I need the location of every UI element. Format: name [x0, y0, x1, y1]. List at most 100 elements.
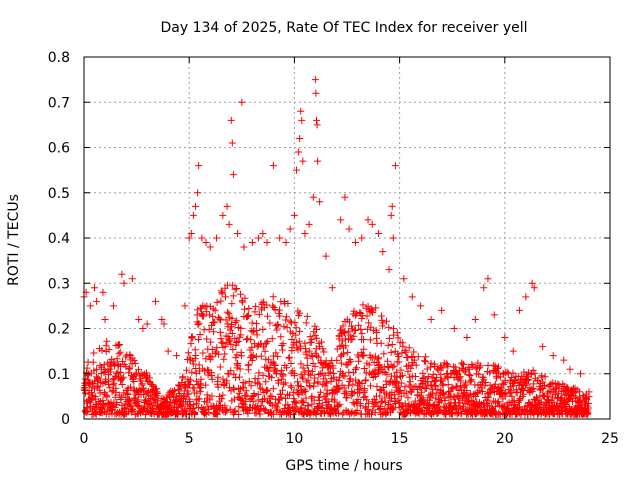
band-point	[477, 362, 485, 370]
band-point	[438, 380, 446, 388]
band-point	[230, 395, 238, 403]
data-point	[368, 220, 376, 228]
band-point	[255, 369, 263, 377]
band-point	[282, 313, 290, 321]
band-point	[395, 358, 403, 366]
band-point	[290, 372, 298, 380]
band-point	[438, 376, 446, 384]
band-point	[372, 304, 380, 312]
band-point	[245, 377, 253, 385]
band-point	[262, 387, 270, 395]
band-point	[188, 368, 196, 376]
band-point	[365, 361, 373, 369]
y-tick-label: 0.3	[48, 276, 70, 292]
data-point	[351, 239, 359, 247]
band-point	[337, 359, 345, 367]
band-point	[245, 361, 253, 369]
band-point	[211, 306, 219, 314]
band-point	[445, 400, 453, 408]
band-point	[405, 381, 413, 389]
band-point	[234, 338, 242, 346]
band-point	[214, 383, 222, 391]
band-point	[389, 404, 397, 412]
band-point	[184, 349, 192, 357]
band-point	[279, 386, 287, 394]
band-point	[192, 352, 200, 360]
band-point	[134, 366, 142, 374]
band-point	[278, 341, 286, 349]
band-point	[281, 379, 289, 387]
band-point	[241, 305, 249, 313]
band-point	[126, 396, 134, 404]
band-point	[244, 312, 252, 319]
band-point	[443, 361, 451, 369]
band-point	[279, 346, 287, 354]
data-point	[299, 157, 307, 165]
band-point	[305, 347, 313, 355]
band-point	[143, 389, 151, 397]
band-point	[512, 386, 520, 394]
x-axis-label: GPS time / hours	[285, 458, 402, 474]
band-point	[373, 383, 381, 391]
data-point	[128, 275, 136, 283]
band-point	[242, 398, 250, 406]
band-point	[104, 400, 112, 408]
band-point	[274, 379, 282, 387]
band-point	[283, 364, 291, 372]
band-point	[182, 406, 190, 414]
data-point	[187, 229, 195, 237]
band-point	[219, 391, 227, 399]
band-point	[247, 382, 255, 390]
data-point	[139, 325, 147, 332]
band-point	[456, 373, 464, 381]
data-point	[298, 116, 306, 124]
band-point	[529, 380, 537, 388]
band-point	[277, 390, 285, 398]
y-axis-label: ROTI / TECUs	[6, 194, 22, 286]
band-point	[122, 353, 130, 361]
x-tick-label: 0	[80, 431, 89, 447]
band-point	[211, 350, 219, 358]
band-point	[312, 410, 320, 418]
data-points	[80, 76, 593, 396]
band-point	[195, 395, 203, 403]
band-point	[375, 354, 383, 362]
band-point	[229, 281, 237, 289]
data-point	[549, 352, 557, 360]
x-tick-label: 25	[601, 431, 619, 447]
band-point	[288, 347, 296, 355]
band-point	[389, 363, 397, 371]
band-point	[384, 363, 392, 371]
band-point	[520, 390, 528, 398]
data-point	[181, 302, 189, 310]
band-point	[341, 335, 349, 343]
band-point	[469, 362, 477, 370]
band-point	[84, 376, 92, 384]
band-point	[436, 406, 444, 414]
band-point	[524, 373, 532, 381]
band-point	[268, 374, 276, 382]
band-point	[187, 340, 195, 348]
band-point	[244, 312, 252, 320]
band-point	[226, 405, 234, 413]
data-point	[295, 148, 303, 156]
band-point	[280, 323, 288, 331]
band-point	[533, 376, 541, 384]
band-point	[466, 371, 474, 379]
y-tick-label: 0.6	[48, 141, 70, 157]
band-point	[300, 386, 308, 394]
data-point	[400, 275, 408, 283]
band-point	[292, 324, 300, 332]
data-point	[225, 220, 233, 228]
band-point	[251, 404, 259, 412]
band-point	[153, 389, 161, 397]
band-point	[437, 371, 445, 379]
band-point	[291, 319, 299, 327]
band-point	[374, 355, 382, 363]
data-point	[314, 157, 322, 165]
band-point	[235, 403, 243, 411]
band-point	[368, 354, 376, 362]
band-point	[268, 393, 276, 401]
band-point	[466, 365, 474, 373]
